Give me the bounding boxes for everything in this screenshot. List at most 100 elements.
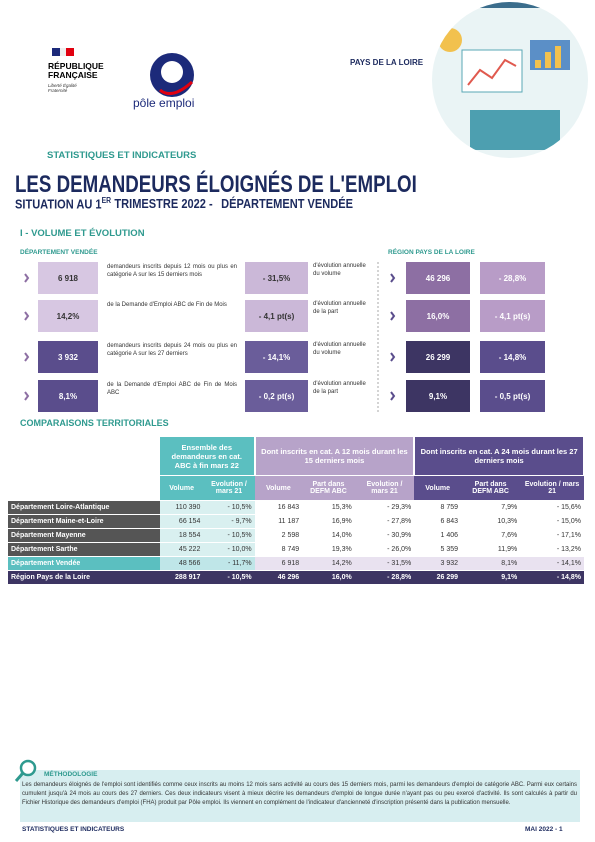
value-box: 8,1% [38,380,98,412]
cell: - 10,0% [203,542,255,557]
column-header: Part dans DEFM ABC [302,475,355,501]
cell: - 10,5% [203,500,255,515]
cell: - 10,5% [203,528,255,543]
cell: 6 843 [414,514,462,529]
subtitle-rest: TRIMESTRE 2022 - [114,196,213,212]
dept-label: DÉPARTEMENT VENDÉE [20,249,98,256]
evolution-box: - 31,5% [245,262,308,294]
section-label: STATISTIQUES ET INDICATEURS [47,150,197,161]
value-description: de la Demande d'Emploi ABC de Fin de Moi… [107,302,227,308]
cell: 10,3% [461,514,521,529]
cell: 19,3% [302,542,355,557]
cell: - 14,1% [520,556,584,571]
cell: 16,0% [302,570,355,585]
value-description: demandeurs inscrits depuis 12 mois ou pl… [107,264,237,278]
footer-right: MAI 2022 - 1 [525,826,563,833]
region-evolution-box: - 0,5 pt(s) [480,380,545,412]
cell: 26 299 [414,570,462,585]
cell: 16,9% [302,514,355,529]
row-label: Département Loire-Atlantique [8,500,160,515]
republique: RÉPUBLIQUE FRANÇAISE [48,61,104,80]
subtitle-dept: DÉPARTEMENT VENDÉE [221,196,353,212]
value-box: 6 918 [38,262,98,294]
row-label: Département Sarthe [8,542,160,557]
row-label: Région Pays de la Loire [8,570,160,585]
cell: 6 918 [254,556,303,571]
row-label: Département Vendée [8,556,160,571]
cell: 8,1% [461,556,521,571]
evolution-box: - 4,1 pt(s) [245,300,308,332]
cell: - 30,9% [354,528,415,543]
cell: - 17,1% [520,528,584,543]
subtitle-sup: ER [101,196,112,205]
cell: 14,0% [302,528,355,543]
cell: - 14,8% [520,570,584,585]
table-row: Département Loire-Atlantique 110 390- 10,… [8,500,584,515]
cell: - 31,5% [354,556,415,571]
cell: 15,3% [302,500,355,515]
cell: 2 598 [254,528,303,543]
subtitle: SITUATION AU 1ER TRIMESTRE 2022 - DÉPARTEM… [15,196,353,211]
comparison-heading: COMPARAISONS TERRITORIALES [20,418,169,428]
group-row: Ensemble des demandeurs en cat. ABC à fi… [8,437,585,476]
row-label: Département Mayenne [8,528,160,543]
evolution-description: d'évolution annuelle du volume [313,263,366,277]
cell: - 28,8% [354,570,415,585]
title: LES DEMANDEURS ÉLOIGNÉS DE L'EMPLOI [15,171,417,198]
cell: 66 154 [159,514,204,529]
chevron [24,273,30,283]
evolution-box: - 0,2 pt(s) [245,380,308,412]
group-header: Ensemble des demandeurs en cat. ABC à fi… [159,437,256,476]
comparison-table: Ensemble des demandeurs en cat. ABC à fi… [8,437,585,585]
cell: 3 932 [414,556,462,571]
cell: - 15,6% [520,500,584,515]
table-row: Département Vendée 48 566- 11,7% 6 918 14,2… [8,556,584,571]
region: PAYS DE LA LOIRE [350,58,424,67]
cell: 16 843 [254,500,303,515]
chevron [24,311,30,321]
chevron [390,352,396,362]
empty-corner [8,437,160,501]
cell: 9,1% [461,570,521,585]
chevron [390,311,396,321]
column-header: Evolution / mars 21 [203,475,255,501]
region-value-box: 16,0% [406,300,470,332]
table-row: Département Maine-et-Loire 66 154- 9,7% 11… [8,514,584,529]
evolution-description: d'évolution annuelle du volume [313,342,366,356]
region-evolution-box: - 28,8% [480,262,545,294]
row-label: Département Maine-et-Loire [8,514,160,529]
methodology-text: Les demandeurs éloignés de l'emploi sont… [22,782,577,806]
logo-text: pôle emploi [133,96,195,110]
illustration [438,2,580,150]
cell: 5 359 [414,542,462,557]
subtitle-main: SITUATION AU 1 [15,196,102,212]
cell: 14,2% [302,556,355,571]
cell: 110 390 [159,500,204,515]
cell: 7,6% [461,528,521,543]
cell: 45 222 [159,542,204,557]
cell: - 15,0% [520,514,584,529]
cell: - 10,5% [203,570,255,585]
column-header: Evolution / mars 21 [520,475,584,501]
region-label: RÉGION PAYS DE LA LOIRE [388,249,475,256]
motto: Liberté Égalité Fraternité [48,83,77,93]
group-header: Dont inscrits en cat. A 12 mois durant l… [254,437,416,476]
value-box: 14,2% [38,300,98,332]
cell: 11 187 [254,514,303,529]
evolution-box: - 14,1% [245,341,308,373]
chevron [390,391,396,401]
column-row: Volume Evolution / mars 21 Volume Part dans… [8,475,584,501]
cell: 8 749 [254,542,303,557]
group-header: Dont inscrits en cat. A 24 mois durant l… [414,437,585,476]
cell: 1 406 [414,528,462,543]
cell: - 9,7% [203,514,255,529]
evolution-description: d'évolution annuelle de la part [313,301,366,315]
table-row: Région Pays de la Loire 288 917- 10,5% 46 … [8,570,584,585]
chevron [390,273,396,283]
cell: - 26,0% [354,542,415,557]
value-description: de la Demande d'Emploi ABC de Fin de Moi… [107,382,237,396]
methodology-title: MÉTHODOLOGIE [44,771,98,778]
footer-left: STATISTIQUES ET INDICATEURS [22,826,125,833]
chevron [24,391,30,401]
cell: - 13,2% [520,542,584,557]
